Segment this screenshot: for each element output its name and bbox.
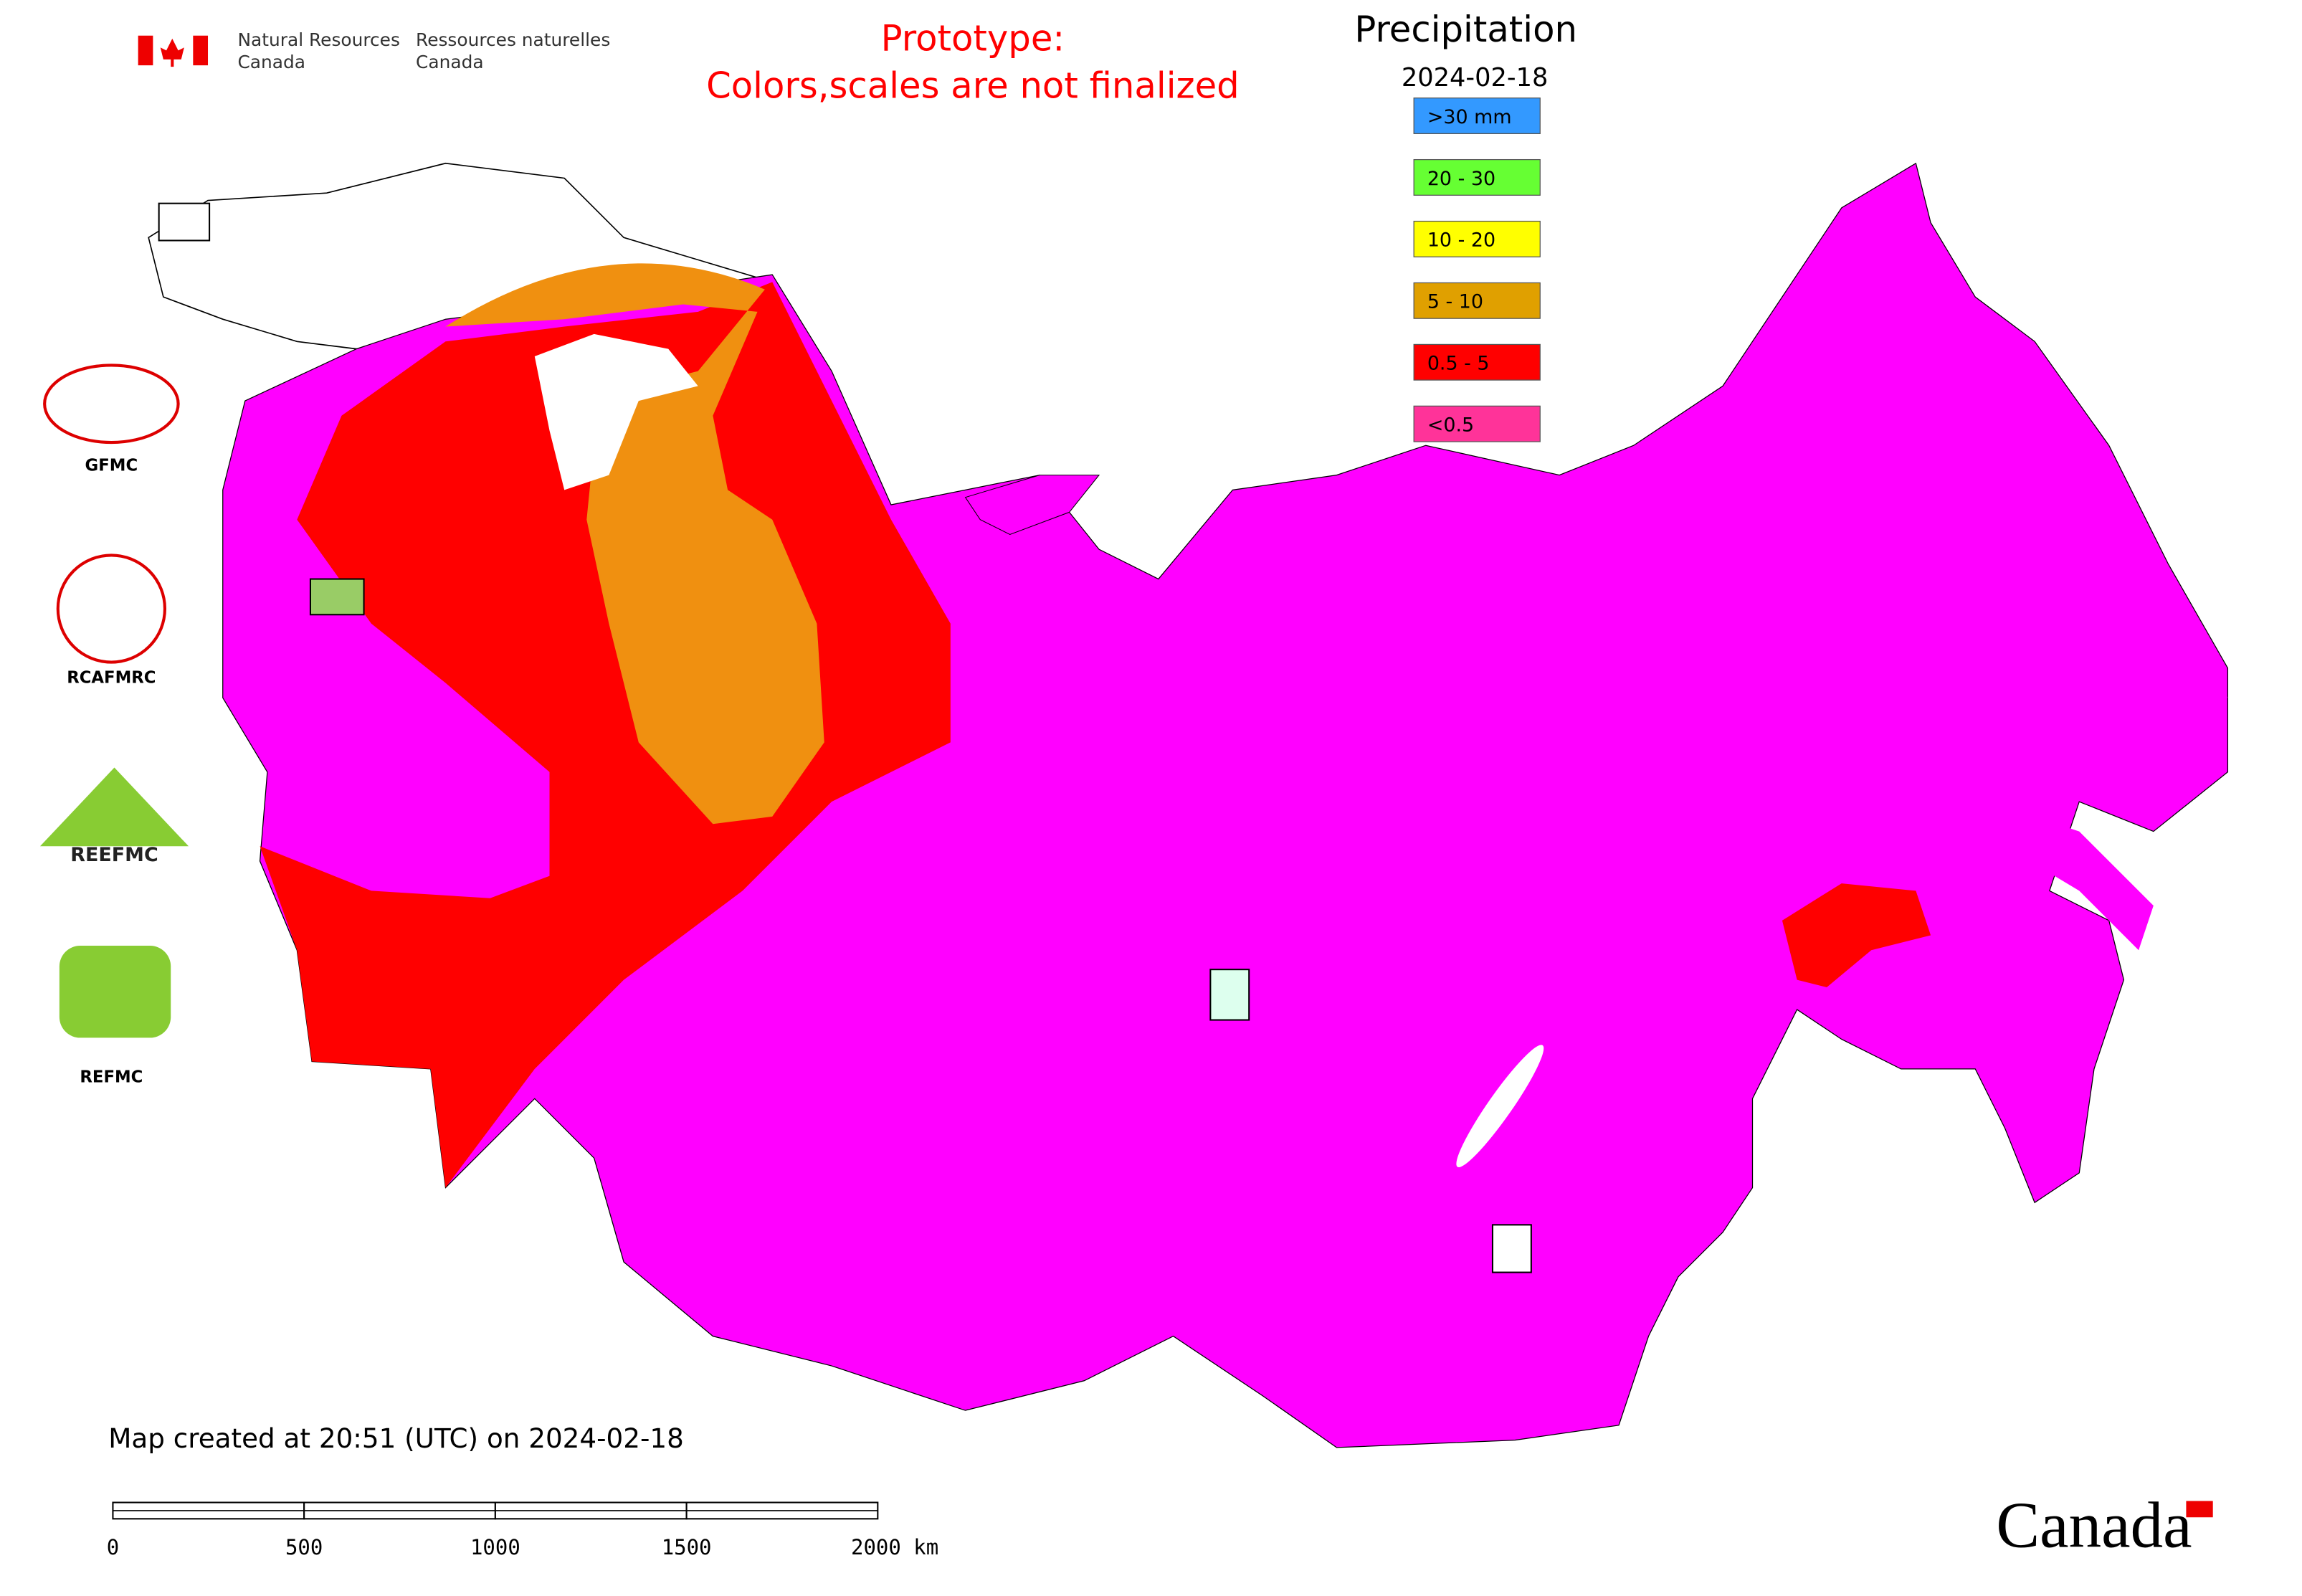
rcafmrc-marker	[1491, 1224, 1532, 1273]
scale-label: 2000 km	[851, 1535, 938, 1559]
notice: Prototype:	[881, 17, 1065, 59]
agency-en: Canada	[237, 52, 305, 72]
scale-label: 500	[285, 1535, 323, 1559]
logo-label: REEFMC	[70, 844, 158, 866]
flag-leaf	[160, 38, 184, 67]
wordmark-flag	[2186, 1501, 2213, 1518]
legend: >30 mm 20 - 30 10 - 20 5 - 10 0.5 - 5 <0.5	[1413, 98, 1541, 442]
legend-swatch	[1413, 98, 1541, 134]
notice: Colors,scales are not finalized	[706, 65, 1240, 107]
created-note: Map created at 20:51 (UTC) on 2024-02-18	[108, 1422, 684, 1454]
logo-label: REFMC	[80, 1068, 143, 1087]
gfmc-logo	[43, 364, 180, 445]
flag-bar	[138, 35, 153, 66]
legend-swatch	[1413, 220, 1541, 257]
legend-label: 5 - 10	[1427, 291, 1483, 313]
agency-fr: Ressources naturelles	[416, 29, 610, 50]
agency-fr: Canada	[416, 52, 484, 72]
logo-label: RCAFMRC	[67, 669, 156, 688]
reefmc-marker	[309, 578, 365, 616]
region-5-to-10	[445, 263, 824, 825]
novaya-zemlya	[964, 475, 1100, 536]
sakhalin	[1989, 802, 2154, 951]
reefmc-logo	[39, 767, 189, 847]
rcafmrc-logo	[56, 554, 167, 664]
legend-label: 10 - 20	[1427, 229, 1495, 252]
logo-label: GFMC	[85, 456, 138, 475]
legend-swatch	[1413, 405, 1541, 442]
flag-bar	[193, 35, 209, 66]
refmc-logo	[59, 946, 171, 1038]
canada-wordmark: Canada	[1996, 1489, 2192, 1562]
gfmc-marker	[158, 202, 211, 242]
legend-swatch	[1413, 158, 1541, 196]
legend-swatch	[1413, 282, 1541, 319]
scale-label: 1000	[470, 1535, 520, 1559]
legend-label: 0.5 - 5	[1427, 353, 1490, 375]
scale-label: 0	[107, 1535, 119, 1559]
scale-label: 1500	[662, 1535, 712, 1559]
lake-baikal	[1456, 1045, 1544, 1168]
legend-label: 20 - 30	[1427, 168, 1495, 190]
region-0-5-to-5-east	[1782, 883, 1931, 988]
region-0-5-to-5	[260, 282, 951, 1188]
legend-swatch	[1413, 343, 1541, 381]
legend-title: Precipitation	[1354, 9, 1577, 50]
scale-bar: 0 500 1000 1500 2000 km	[107, 1501, 938, 1559]
legend-date: 2024-02-18	[1402, 63, 1549, 92]
legend-label: <0.5	[1427, 414, 1474, 437]
refmc-marker	[1209, 969, 1250, 1021]
kamchatka	[2004, 430, 2228, 698]
legend-label: >30 mm	[1427, 106, 1512, 128]
white-sea	[534, 333, 698, 490]
agency-en: Natural Resources	[237, 29, 399, 50]
